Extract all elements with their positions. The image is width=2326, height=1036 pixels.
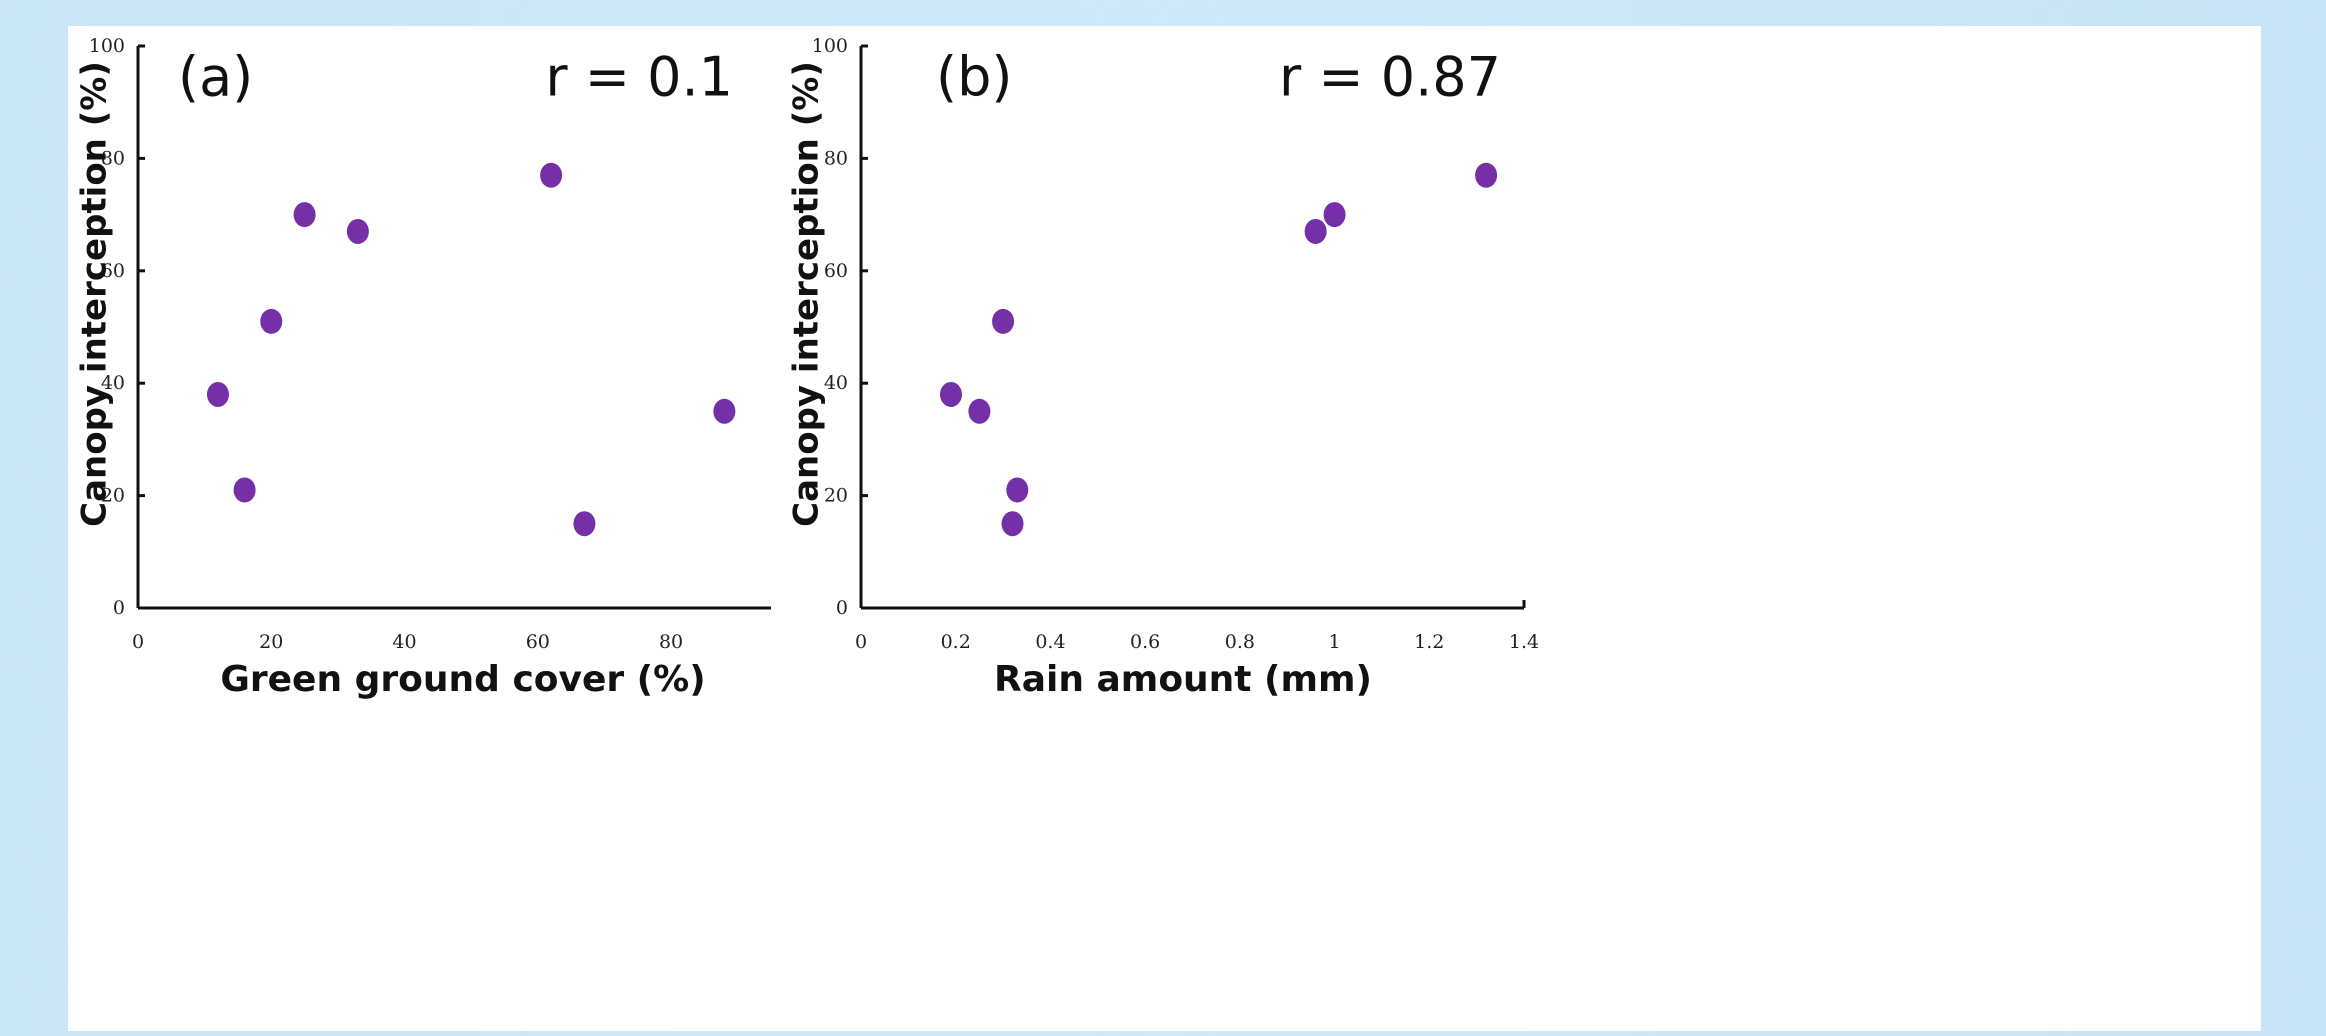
data-point [1475, 162, 1498, 188]
x-axis-label: Rain amount (mm) [994, 659, 1372, 700]
data-point [573, 511, 596, 537]
data-point [540, 162, 563, 188]
panel-label: (a) [178, 46, 253, 109]
y-axis-label: Canopy interception (%) [787, 61, 827, 527]
data-point [968, 398, 991, 424]
data-point [233, 477, 256, 503]
x-tick-label: 1.4 [1509, 631, 1539, 653]
x-tick-label: 1 [1329, 631, 1341, 653]
y-tick-label: 60 [101, 260, 125, 282]
data-point [346, 218, 369, 244]
data-point [1001, 511, 1024, 537]
x-tick-label: 80 [659, 631, 683, 653]
x-tick-label: 40 [392, 631, 416, 653]
data-point [1323, 202, 1346, 228]
x-tick-label: 0.8 [1225, 631, 1255, 653]
data-point [260, 308, 283, 334]
data-point [293, 202, 316, 228]
y-tick-label: 20 [824, 485, 848, 507]
y-tick-label: 80 [824, 147, 848, 169]
y-tick-label: 0 [113, 597, 125, 619]
x-tick-label: 1.2 [1414, 631, 1444, 653]
x-axis-label: Green ground cover (%) [220, 659, 705, 700]
figure-panel: 0 20 40 60 80 100 0 20 40 60 80 Canopy interception… [68, 26, 2261, 1031]
x-tick-label: 0.6 [1130, 631, 1160, 653]
y-axis-label: Canopy interception (%) [75, 61, 115, 527]
correlation-annotation: r = 0.1 [545, 46, 733, 109]
x-tick-label: 0 [132, 631, 144, 653]
data-point [1304, 218, 1327, 244]
x-tick-label: 0.4 [1035, 631, 1065, 653]
correlation-annotation: r = 0.87 [1279, 46, 1501, 109]
data-point [713, 398, 736, 424]
x-tick-label: 20 [259, 631, 283, 653]
x-tick-label: 60 [526, 631, 550, 653]
panel-label: (b) [936, 46, 1012, 109]
y-tick-label: 100 [812, 35, 848, 57]
y-tick-label: 40 [824, 372, 848, 394]
x-tick-label: 0.2 [941, 631, 971, 653]
y-tick-label: 100 [89, 35, 125, 57]
data-point [939, 381, 962, 407]
data-point [992, 308, 1015, 334]
y-tick-label: 60 [824, 260, 848, 282]
chart-b: 0 20 40 60 80 100 0 0.2 0.4 0.6 0.8 1 1.2 1.4 Canopy i… [787, 35, 1540, 700]
y-tick-label: 20 [101, 485, 125, 507]
data-point [1006, 477, 1029, 503]
y-tick-label: 40 [101, 372, 125, 394]
y-tick-label: 80 [101, 147, 125, 169]
data-point [206, 381, 229, 407]
y-tick-label: 0 [836, 597, 848, 619]
x-tick-label: 0 [855, 631, 867, 653]
